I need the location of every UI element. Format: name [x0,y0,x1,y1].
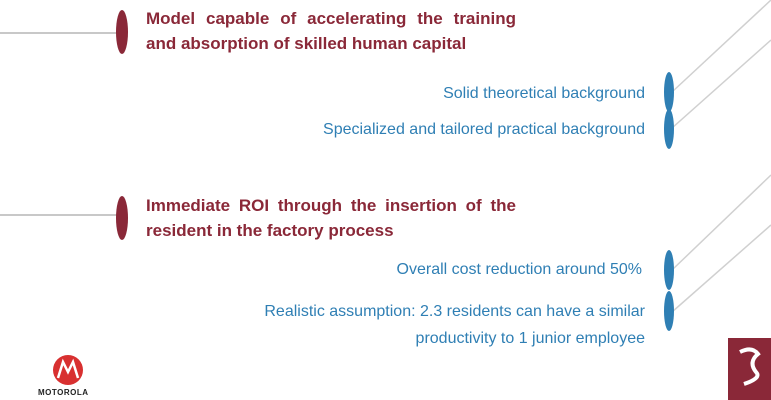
connector-line [671,174,771,271]
point-title: Immediate ROI through the insertion of t… [146,196,516,240]
bullet-marker [664,109,674,149]
point-detail: Overall cost reduction around 50% [396,261,642,278]
point-detail: Solid theoretical background [443,85,645,102]
bullet-marker [664,291,674,331]
logo-text: MOTOROLA [38,388,89,397]
bullet-marker [664,250,674,290]
connector-line [671,0,771,93]
partner-logo-mark [739,347,761,386]
bullet-marker [116,196,128,240]
connector-line [671,224,771,313]
bullet-marker [664,72,674,112]
connector-line [671,39,771,129]
logo-icon-mark [56,358,80,379]
partner-logo [728,338,771,400]
point-detail: Realistic assumption: 2.3 residents can … [264,303,645,347]
bullet-marker [116,10,128,54]
point-detail: Specialized and tailored practical backg… [323,121,645,138]
point-title: Model capable of accelerating the traini… [146,9,516,53]
